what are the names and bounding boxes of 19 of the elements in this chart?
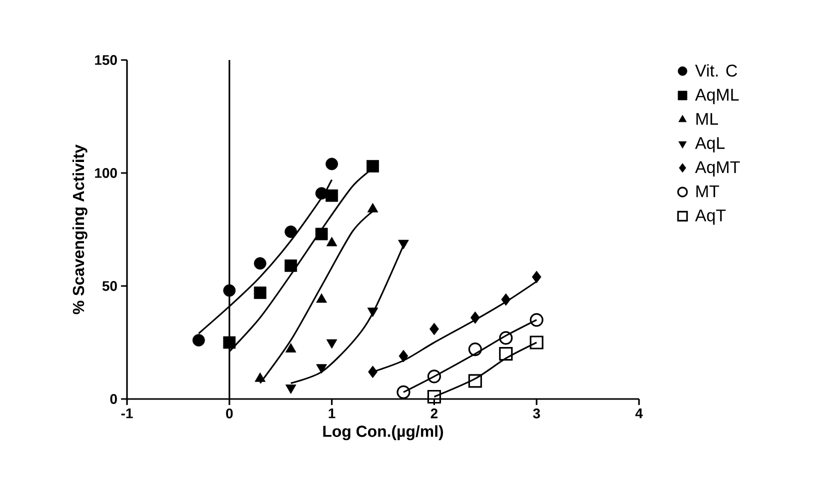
legend-label: AqT (695, 210, 726, 225)
y-tick-label: 50 (102, 281, 117, 291)
legend-label: AqML (695, 88, 739, 104)
x-axis-title: Log Con.(µg/ml) (323, 425, 444, 440)
x-tick-label: 1 (328, 408, 336, 418)
x-tick-label: -1 (121, 408, 133, 418)
x-tick-label: 0 (226, 408, 233, 418)
legend-label: ML (696, 113, 718, 125)
y-axis-title: % Scavenging Activity (72, 144, 88, 314)
legend-label: AqMT (695, 161, 740, 176)
y-tick-label: 150 (95, 55, 117, 65)
legend-label: MT (696, 185, 720, 198)
legend-label: Vit. C (695, 64, 738, 77)
y-tick-label: 100 (95, 168, 117, 178)
legend-label: AqL (695, 137, 725, 152)
x-tick-label: 2 (430, 408, 438, 418)
x-tick-label: 4 (635, 408, 643, 418)
x-tick-label: 3 (533, 408, 540, 418)
y-tick-label: 0 (110, 394, 117, 404)
